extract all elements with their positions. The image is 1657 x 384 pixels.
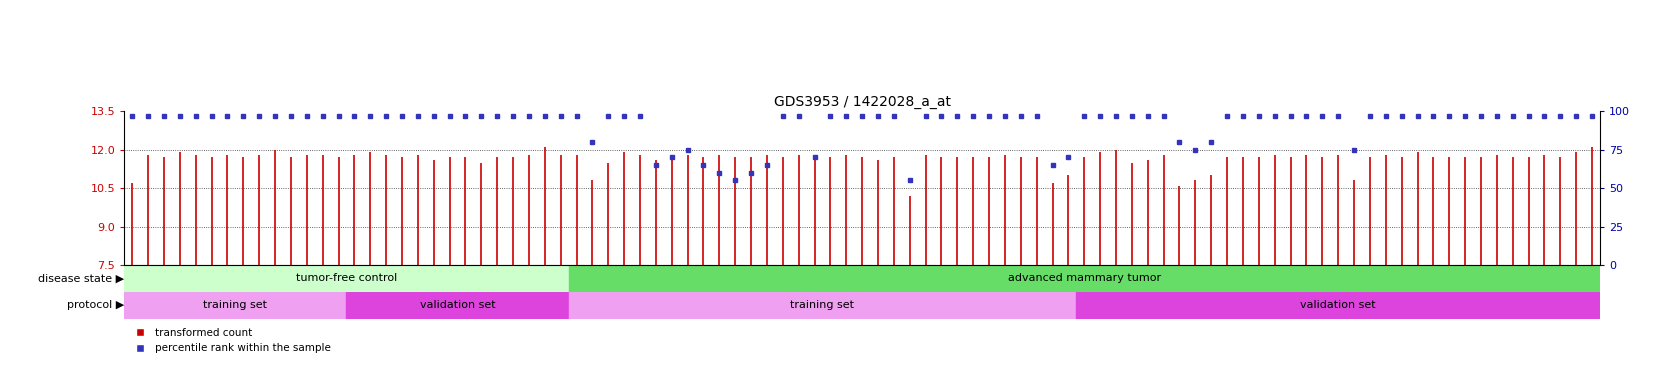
Bar bbox=[124, 265, 568, 292]
Bar bbox=[346, 292, 568, 319]
Text: advanced mammary tumor: advanced mammary tumor bbox=[1007, 273, 1160, 283]
Legend: transformed count, percentile rank within the sample: transformed count, percentile rank withi… bbox=[129, 328, 330, 353]
Bar bbox=[124, 292, 346, 319]
Text: validation set: validation set bbox=[419, 300, 495, 310]
Text: validation set: validation set bbox=[1299, 300, 1375, 310]
Bar bbox=[568, 292, 1075, 319]
Bar bbox=[1075, 292, 1599, 319]
Text: protocol ▶: protocol ▶ bbox=[66, 300, 124, 310]
Text: training set: training set bbox=[790, 300, 853, 310]
Text: disease state ▶: disease state ▶ bbox=[38, 273, 124, 283]
Text: training set: training set bbox=[204, 300, 267, 310]
Text: tumor-free control: tumor-free control bbox=[295, 273, 398, 283]
Bar bbox=[568, 265, 1599, 292]
Text: GDS3953 / 1422028_a_at: GDS3953 / 1422028_a_at bbox=[774, 95, 949, 109]
